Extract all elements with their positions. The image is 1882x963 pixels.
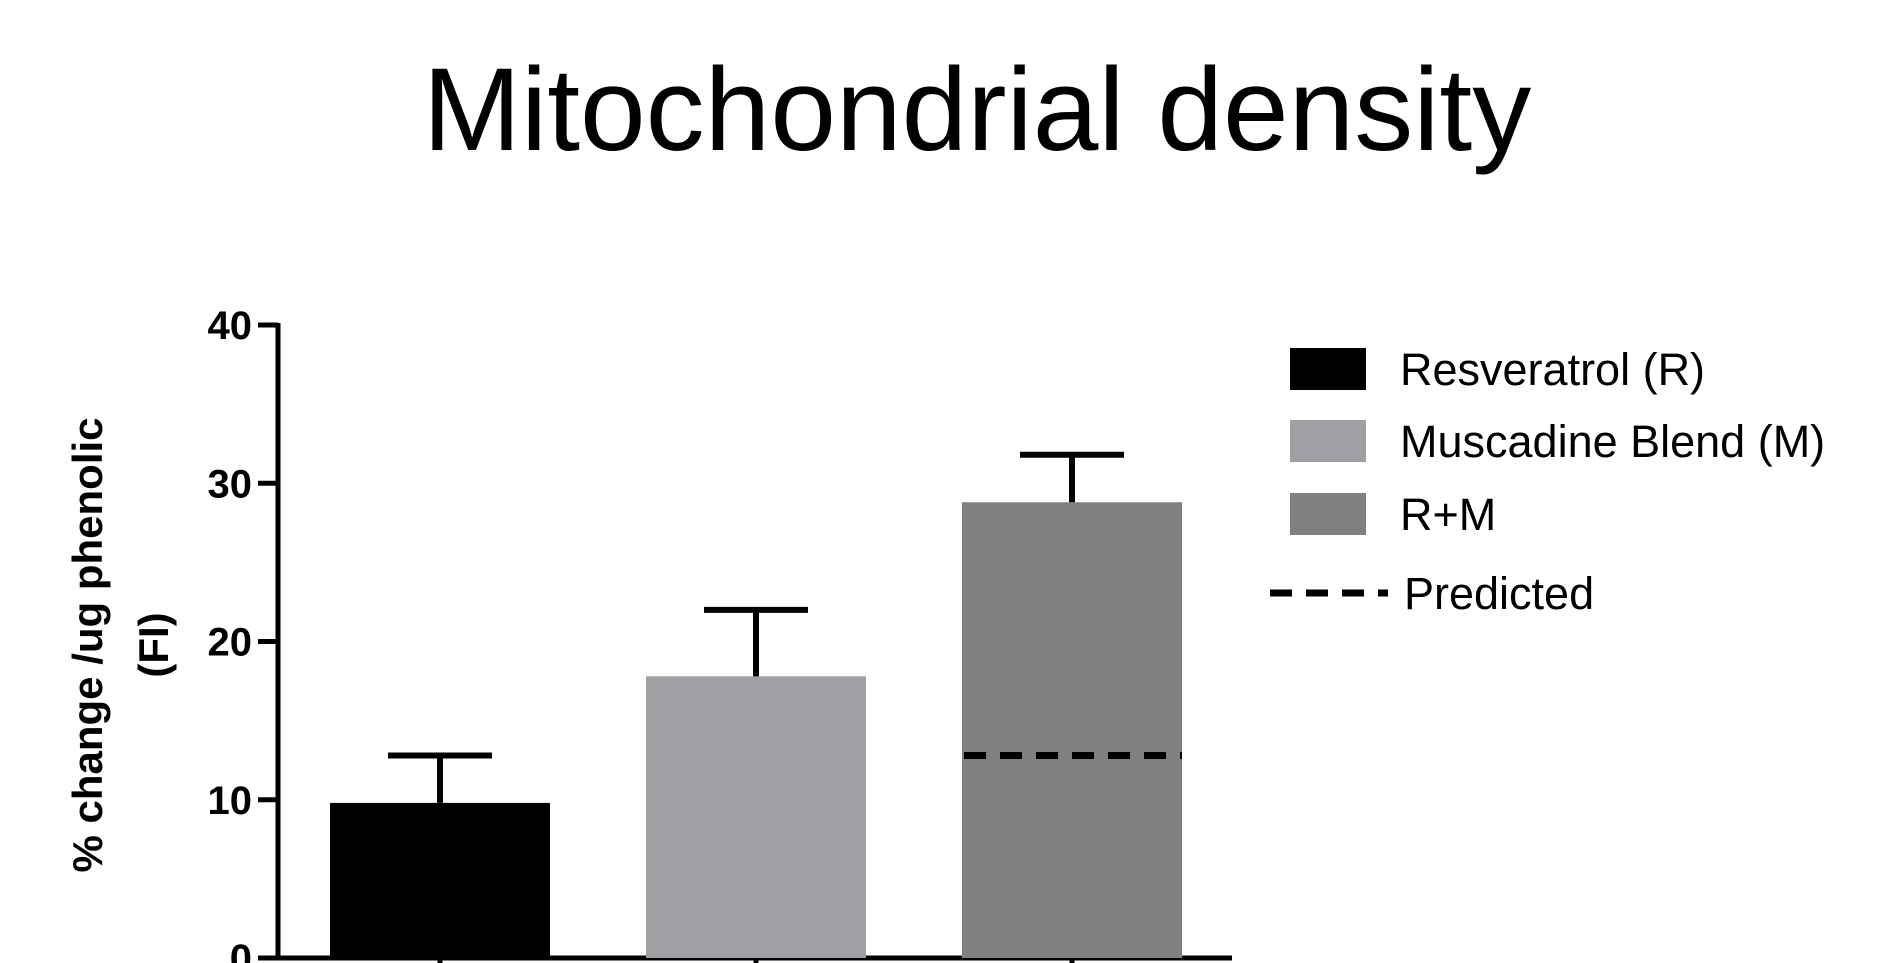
y-axis-label-line-1: % change /ug phenolic [64, 417, 111, 872]
chart-title: Mitochondrial density [423, 44, 1531, 176]
legend-label-2: R+M [1400, 489, 1496, 540]
legend-label-1: Muscadine Blend (M) [1400, 416, 1825, 467]
bar-1 [646, 676, 866, 958]
y-tick-label: 10 [208, 779, 253, 823]
y-axis: 0 10 20 30 40 [208, 304, 281, 963]
y-axis-label: % change /ug phenolic (FI) [64, 417, 177, 872]
bar-0 [330, 802, 550, 958]
bar-2 [962, 502, 1182, 958]
legend-label-predicted: Predicted [1404, 568, 1594, 619]
legend: Resveratrol (R) Muscadine Blend (M) R+M Pre… [1270, 344, 1825, 619]
y-tick-label: 0 [230, 937, 252, 963]
y-tick-label: 30 [208, 462, 253, 506]
x-axis [276, 955, 1232, 963]
y-tick-label: 40 [208, 304, 253, 348]
legend-label-0: Resveratrol (R) [1400, 344, 1705, 395]
legend-swatch-2 [1290, 493, 1366, 535]
legend-swatch-0 [1290, 348, 1366, 390]
y-tick-label: 20 [208, 621, 253, 665]
y-axis-label-line-2: (FI) [130, 612, 177, 677]
error-bars-group [388, 451, 1124, 803]
legend-swatch-1 [1290, 420, 1366, 462]
bars-group [330, 502, 1182, 958]
